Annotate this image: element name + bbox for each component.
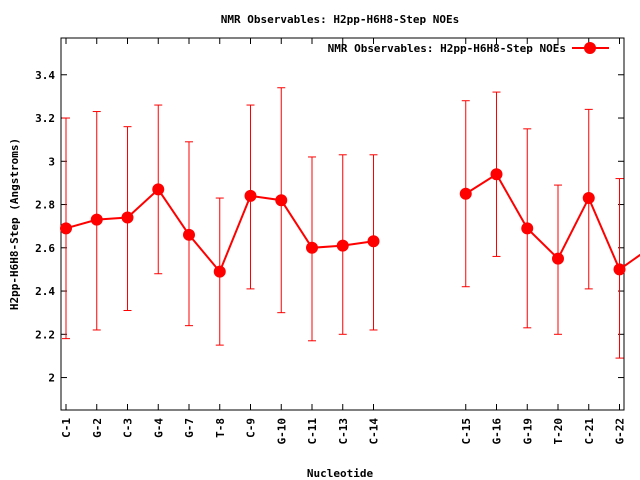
data-point [613,263,626,276]
data-point [552,252,564,265]
x-tick-label: G-10 [275,418,288,445]
chart-title: NMR Observables: H2pp-H6H8-Step NOEs [221,13,459,26]
y-tick-label: 2 [48,372,55,385]
y-tick-label: 2.6 [35,242,55,255]
data-point [275,194,288,207]
x-tick-label: C-9 [245,418,258,438]
x-tick-label: C-1 [60,418,73,438]
data-point [306,241,318,254]
data-point [121,211,134,224]
series-layer [60,87,640,359]
series-line [465,172,640,271]
y-axis-label: H2pp-H6H8-Step (Angstroms) [8,138,21,310]
y-tick-label: 2.4 [35,285,55,298]
data-point [490,168,503,181]
x-tick-label: C-13 [337,418,350,445]
x-tick-label: T-20 [552,418,565,445]
x-tick-label: G-19 [521,418,534,445]
data-point [60,222,72,235]
data-point [521,222,534,235]
x-tick-label: C-21 [583,418,596,445]
x-tick-label: G-16 [491,418,504,445]
data-point [183,228,195,241]
data-point [90,213,103,226]
legend: NMR Observables: H2pp-H6H8-Step NOEs [328,42,609,55]
x-axis-label: Nucleotide [307,467,374,480]
x-tick-label: C-15 [460,418,473,445]
x-tick-label: C-11 [306,418,319,445]
data-point [213,265,226,278]
x-axis: C-1 G-2 C-3 G-4 G-7 T-8 C-9 G-10 C-11 C-13 C-14 C-1… [60,38,627,445]
data-point [244,189,257,202]
x-tick-label: C-14 [368,418,381,445]
x-tick-label: G-22 [614,418,627,445]
data-point [336,239,349,252]
y-tick-label: 3.4 [35,69,55,82]
y-tick-label: 2.2 [35,328,55,341]
data-point [152,183,165,196]
data-point [582,192,595,205]
y-tick-label: 3.2 [35,112,55,125]
legend-label: NMR Observables: H2pp-H6H8-Step NOEs [328,42,566,55]
x-tick-label: G-4 [152,418,165,438]
data-point [459,187,472,200]
y-tick-label: 3 [48,155,55,168]
x-tick-label: G-7 [183,418,196,438]
y-tick-label: 2.8 [35,199,55,212]
x-tick-label: G-2 [91,418,104,438]
x-tick-label: T-8 [214,418,227,438]
y-axis: 2 2.2 2.4 2.6 2.8 3 3.2 3.4 [35,69,624,385]
data-point [367,235,380,248]
legend-marker [584,42,596,54]
x-tick-label: C-3 [122,418,135,438]
